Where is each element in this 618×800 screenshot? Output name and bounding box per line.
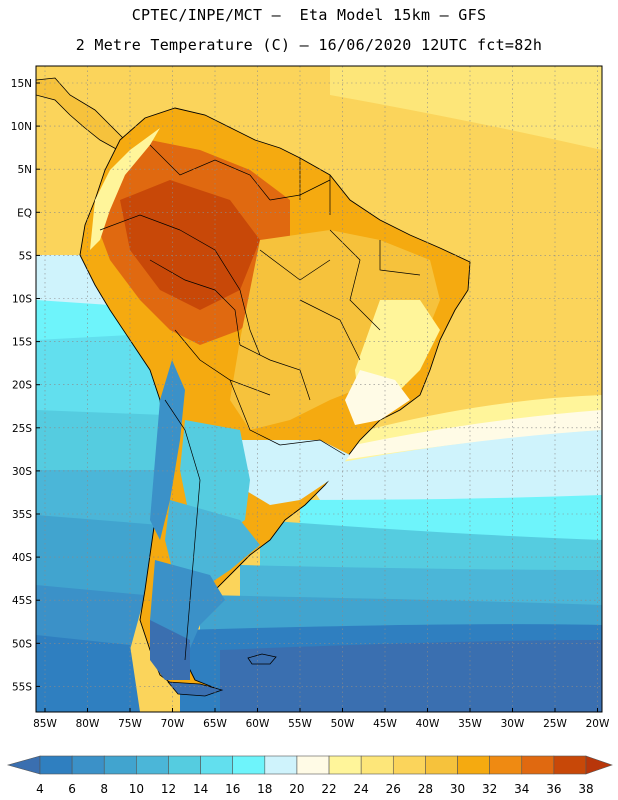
ocean-band-pacific-12 <box>36 470 165 530</box>
lon-label: 40W <box>416 718 440 730</box>
colorbar <box>6 755 613 775</box>
colorbar-swatch <box>553 755 587 775</box>
lon-label: 65W <box>203 718 227 730</box>
colorbar-tick-label: 6 <box>68 782 76 796</box>
colorbar-swatch <box>489 755 523 775</box>
colorbar-tick-label: 38 <box>578 782 594 796</box>
colorbar-swatch <box>521 755 555 775</box>
colorbar-tick-label: 24 <box>353 782 369 796</box>
andes-north-cool <box>90 128 160 250</box>
lon-label: 55W <box>288 718 312 730</box>
ocean-band-atlantic-18 <box>300 430 602 503</box>
lat-label: 5S <box>19 250 33 262</box>
colorbar-arrow-low <box>6 755 41 775</box>
ocean-band-pacific-10 <box>36 515 160 600</box>
colorbar-swatch <box>200 755 234 775</box>
ocean-band-atlantic-6 <box>220 640 602 712</box>
ocean-band-pacific-18 <box>36 300 130 345</box>
ocean-band-north-yellow <box>330 66 602 150</box>
colorbar-tick-label: 28 <box>417 782 434 796</box>
colorbar-tick-label: 36 <box>546 782 562 796</box>
argentina-central-12 <box>165 500 260 590</box>
lon-label: 80W <box>76 718 100 730</box>
colorbar-tick-label: 22 <box>321 782 337 796</box>
lon-label: 70W <box>161 718 185 730</box>
ocean-band-pacific-14 <box>36 410 165 475</box>
lat-label: 50S <box>12 638 32 650</box>
colorbar-swatch <box>360 755 394 775</box>
lat-label: 55S <box>12 681 32 693</box>
colorbar-swatch <box>296 755 330 775</box>
lat-label: 35S <box>12 509 32 521</box>
lat-label: 5N <box>17 164 32 176</box>
colorbar-tick-label: 4 <box>36 782 44 796</box>
andes-south-cold <box>150 360 185 540</box>
tierra-del-fuego <box>167 681 224 697</box>
colorbar-tick-label: 12 <box>160 782 177 796</box>
lat-label: 45S <box>12 595 32 607</box>
ocean-band-pacific-8 <box>36 585 145 650</box>
patagonia-coldest <box>150 620 190 680</box>
colorbar-swatch <box>103 755 137 775</box>
lat-label: 15S <box>12 337 32 349</box>
colorbar-swatch <box>168 755 201 775</box>
colorbar-tick-label: 8 <box>100 782 109 796</box>
lat-label: 25S <box>12 423 32 435</box>
colorbar-swatch <box>457 755 490 775</box>
colorbar-tick-label: 32 <box>482 782 498 796</box>
longitude-labels: 85W 80W 75W 70W 65W 60W 55W 50W 45W 40W 35W 30W 25W 2… <box>33 708 610 730</box>
lat-label: 40S <box>12 552 32 564</box>
colorbar-arrow-high <box>585 755 613 775</box>
lat-label: EQ <box>17 207 32 219</box>
map-plot-area <box>36 66 602 712</box>
ocean-band-pacific-16 <box>36 335 165 420</box>
map-title: CPTEC/INPE/MCT – Eta Model 15km – GFS <box>131 6 487 24</box>
colorbar-swatch <box>232 755 266 775</box>
lon-label: 50W <box>331 718 355 730</box>
ocean-band-atlantic-14 <box>260 520 602 575</box>
colorbar-swatch <box>392 755 426 775</box>
ocean-band-atlantic-20 <box>330 410 602 462</box>
falkland-islands <box>247 653 277 665</box>
colorbar-tick-label: 16 <box>225 782 241 796</box>
colorbar-tick-label: 18 <box>257 782 273 796</box>
ocean-band-pacific-6 <box>36 635 140 712</box>
lon-label: 85W <box>33 718 57 730</box>
lat-label: 20S <box>12 380 32 392</box>
colorbar-swatch <box>264 755 298 775</box>
colorbar-tick-label: 20 <box>289 782 305 796</box>
lat-label: 15N <box>11 78 32 90</box>
colorbar-tick-label: 26 <box>385 782 401 796</box>
southern-brazil-cool <box>240 440 350 505</box>
lon-label: 45W <box>373 718 397 730</box>
colorbar-swatch <box>425 755 458 775</box>
colorbar-swatch <box>136 755 169 775</box>
lon-label: 25W <box>543 718 567 730</box>
lon-label: 30W <box>501 718 525 730</box>
southeast-brazil-coast <box>345 370 410 425</box>
lon-label: 20W <box>586 718 610 730</box>
brazil-central-region <box>230 230 440 430</box>
colorbar-tick-label: 34 <box>514 782 530 796</box>
colorbar-tick-label: 30 <box>449 782 466 796</box>
lon-label: 60W <box>246 718 270 730</box>
colorbar-swatch <box>71 755 105 775</box>
lon-label: 75W <box>118 718 142 730</box>
lon-label: 35W <box>458 718 482 730</box>
map-subtitle: 2 Metre Temperature (C) – 16/06/2020 12U… <box>75 36 543 54</box>
map-frame <box>35 65 603 713</box>
colorbar-tick-label: 10 <box>128 782 144 796</box>
colorbar-tick-label: 14 <box>192 782 209 796</box>
colorbar-swatch <box>328 755 362 775</box>
latitude-labels: 15N 10N 5N EQ 5S 10S 15S 20S 25S 30S 35S 40S 45S 50S 5… <box>11 78 40 693</box>
colorbar-swatch <box>39 755 73 775</box>
lat-label: 30S <box>12 466 32 478</box>
lat-label: 10S <box>12 294 32 306</box>
lat-label: 10N <box>11 121 32 133</box>
